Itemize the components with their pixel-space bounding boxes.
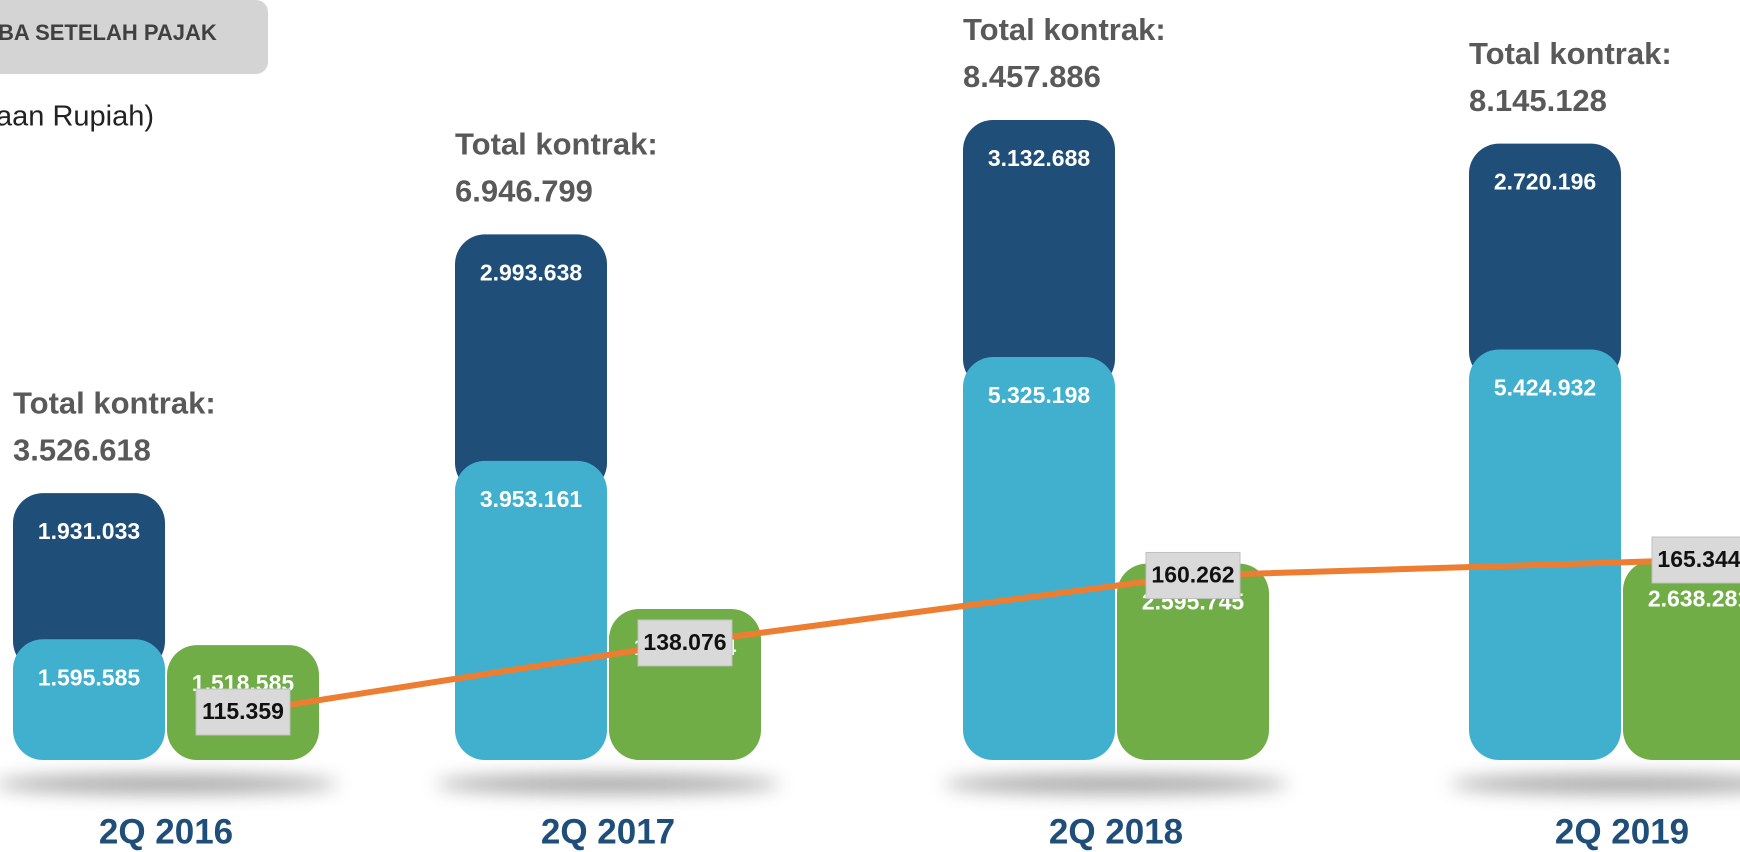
total-value: 8.145.128 (1469, 83, 1607, 118)
bar-label: 5.424.932 (1494, 375, 1596, 401)
shadow (0, 775, 338, 793)
bar (1469, 143, 1621, 382)
chart-title: BA SETELAH PAJAK (0, 20, 217, 45)
line (242, 557, 1700, 715)
bar-label: 2.720.196 (1494, 169, 1596, 195)
bar (1117, 563, 1269, 760)
x-tick-label: 2Q 2016 (99, 812, 233, 851)
bar-label: 5.325.198 (988, 382, 1091, 408)
bar-label: 2.638.281 (1648, 585, 1740, 611)
line-label: 115.359 (202, 698, 284, 724)
total-value: 8.457.886 (963, 59, 1101, 94)
total-label: Total kontrak: (1469, 36, 1672, 71)
chart-subtitle: aan Rupiah) (0, 101, 154, 133)
total-value: 3.526.618 (13, 432, 151, 467)
total-label: Total kontrak: (13, 385, 216, 420)
bar (13, 639, 165, 760)
bar (963, 120, 1115, 390)
bar-label: 1.595.585 (38, 664, 141, 690)
shadow (1450, 775, 1740, 793)
bar-label: 1.931.033 (38, 518, 140, 544)
line-label-box (195, 688, 291, 736)
bar (1469, 349, 1621, 760)
total-value: 6.946.799 (455, 174, 593, 209)
line-label: 165.344 (1657, 546, 1740, 572)
shadows (0, 775, 1740, 793)
line-label: 138.076 (643, 629, 726, 655)
title-box (0, 0, 268, 74)
bar (963, 357, 1115, 760)
bar (1623, 560, 1740, 760)
total-label: Total kontrak: (963, 12, 1166, 47)
line-label-box (1145, 551, 1241, 599)
x-tick-label: 2Q 2019 (1555, 812, 1689, 851)
total-label: Total kontrak: (455, 127, 658, 162)
shadow (944, 775, 1288, 793)
line-label-box (637, 619, 733, 667)
x-tick-label: 2Q 2018 (1049, 812, 1183, 851)
bar-label: 3.132.688 (988, 145, 1091, 171)
line-label-box (1651, 536, 1740, 584)
bar (455, 234, 607, 493)
line-label: 160.262 (1151, 562, 1234, 588)
bar (455, 460, 607, 760)
shadow (436, 775, 780, 793)
bar-label: 2.993.638 (480, 259, 583, 285)
x-tick-label: 2Q 2017 (541, 812, 675, 851)
bar-label: 3.953.161 (480, 486, 583, 512)
bar (13, 493, 165, 672)
